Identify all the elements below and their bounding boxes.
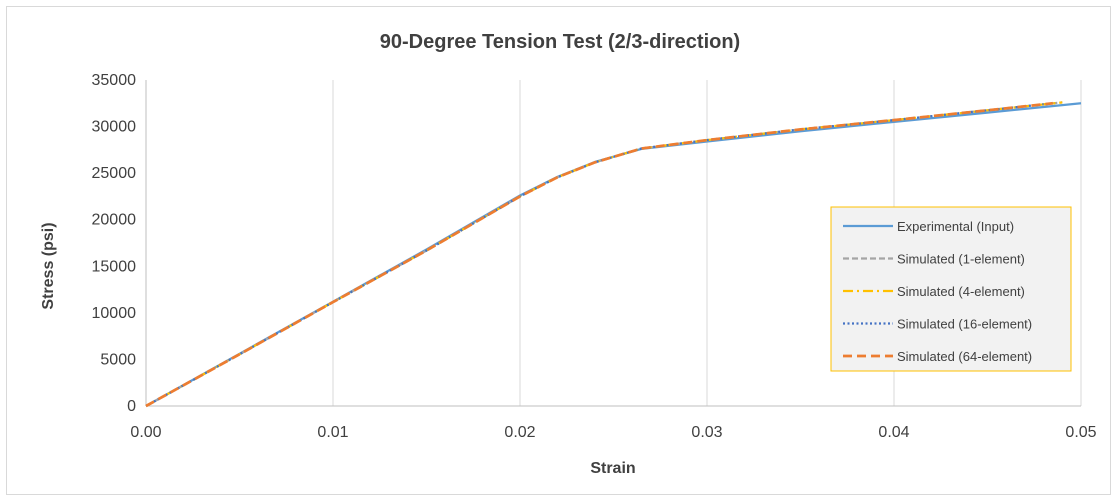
axes	[145, 80, 1081, 407]
x-tick-label: 0.03	[691, 424, 722, 441]
series-line-5	[145, 101, 1054, 408]
y-tick-label: 10000	[92, 305, 137, 322]
x-tick-label: 0.01	[317, 424, 348, 441]
legend-label: Simulated (64-element)	[897, 349, 1032, 364]
series-lines	[145, 101, 1082, 408]
y-axis-title: Stress (psi)	[40, 222, 57, 309]
x-axis-title: Strain	[590, 460, 635, 477]
y-tick-label: 0	[127, 398, 136, 415]
x-tick-label: 0.00	[130, 424, 161, 441]
x-tick-label: 0.05	[1065, 424, 1096, 441]
x-tick-label: 0.02	[504, 424, 535, 441]
legend-box	[830, 206, 1072, 372]
y-tick-label: 25000	[92, 165, 137, 182]
x-tick-labels: 0.00 0.01 0.02 0.03 0.04 0.05	[130, 424, 1096, 441]
y-tick-label: 5000	[100, 351, 136, 368]
y-tick-label: 35000	[92, 72, 137, 89]
legend: Experimental (Input) Simulated (1-element…	[830, 206, 1072, 372]
legend-label: Experimental (Input)	[897, 219, 1014, 234]
legend-label: Simulated (16-element)	[897, 317, 1032, 332]
legend-label: Simulated (1-element)	[897, 252, 1025, 267]
y-tick-label: 20000	[92, 212, 137, 229]
legend-label: Simulated (4-element)	[897, 284, 1025, 299]
grid-lines	[332, 80, 1082, 406]
x-tick-label: 0.04	[878, 424, 909, 441]
y-tick-label: 30000	[92, 119, 137, 136]
y-tick-labels: 0 5000 10000 15000 20000 25000 30000 35000	[92, 72, 137, 415]
chart-title: 90-Degree Tension Test (2/3-direction)	[380, 31, 740, 53]
y-tick-label: 15000	[92, 258, 137, 275]
